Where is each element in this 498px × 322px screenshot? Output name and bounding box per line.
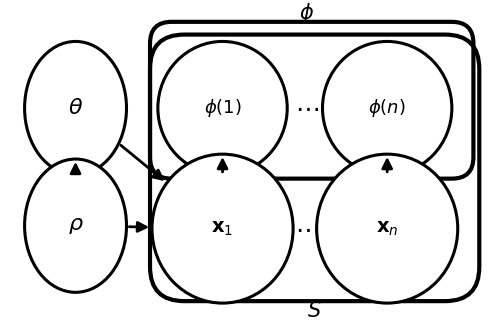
FancyArrowPatch shape xyxy=(121,145,162,179)
Ellipse shape xyxy=(152,154,293,303)
FancyArrowPatch shape xyxy=(218,160,227,172)
Ellipse shape xyxy=(317,154,458,303)
Text: $\theta$: $\theta$ xyxy=(68,98,83,118)
Ellipse shape xyxy=(24,159,126,292)
Ellipse shape xyxy=(24,42,126,175)
Text: $\mathbf{x}_n$: $\mathbf{x}_n$ xyxy=(376,219,398,238)
Text: $\rho$: $\rho$ xyxy=(68,216,84,236)
Text: $\phi(1)$: $\phi(1)$ xyxy=(204,97,242,119)
FancyArrowPatch shape xyxy=(71,165,80,174)
FancyArrowPatch shape xyxy=(129,223,146,232)
Text: $\cdots$: $\cdots$ xyxy=(295,217,319,241)
Text: $\cdots$: $\cdots$ xyxy=(295,96,319,120)
Text: $\phi$: $\phi$ xyxy=(299,1,314,25)
Text: $S$: $S$ xyxy=(307,301,322,321)
FancyArrowPatch shape xyxy=(383,160,391,172)
Text: $\phi(n)$: $\phi(n)$ xyxy=(369,97,406,119)
Text: $\mathbf{x}_1$: $\mathbf{x}_1$ xyxy=(212,219,234,238)
Ellipse shape xyxy=(158,42,287,175)
Ellipse shape xyxy=(323,42,452,175)
